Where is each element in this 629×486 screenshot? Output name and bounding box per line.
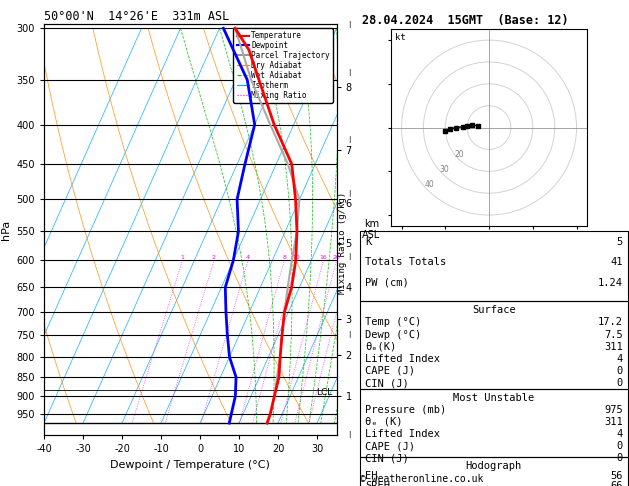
Text: 311: 311 (604, 342, 623, 352)
Text: |: | (348, 136, 350, 143)
Text: Totals Totals: Totals Totals (365, 257, 446, 267)
Text: 311: 311 (604, 417, 623, 427)
Y-axis label: km
ASL: km ASL (362, 219, 381, 241)
Text: CIN (J): CIN (J) (365, 378, 409, 388)
Text: |: | (348, 254, 350, 260)
Text: 4: 4 (616, 354, 623, 364)
Text: 0: 0 (616, 366, 623, 376)
Text: Surface: Surface (472, 305, 516, 315)
Text: 16: 16 (320, 256, 327, 260)
Text: 56: 56 (610, 471, 623, 482)
Text: |: | (348, 69, 350, 76)
Text: 20: 20 (333, 256, 340, 260)
Text: |: | (348, 432, 350, 438)
Text: CAPE (J): CAPE (J) (365, 366, 415, 376)
Text: 41: 41 (610, 257, 623, 267)
Text: 7.5: 7.5 (604, 330, 623, 340)
Text: 2: 2 (212, 256, 216, 260)
Text: 10: 10 (292, 256, 301, 260)
Text: 66: 66 (610, 481, 623, 486)
Text: 4: 4 (616, 429, 623, 439)
Text: Temp (°C): Temp (°C) (365, 317, 421, 328)
Text: 8: 8 (282, 256, 286, 260)
Text: EH: EH (365, 471, 377, 482)
Text: 40: 40 (425, 180, 435, 189)
Text: Dewp (°C): Dewp (°C) (365, 330, 421, 340)
Text: 50°00'N  14°26'E  331m ASL: 50°00'N 14°26'E 331m ASL (44, 10, 230, 23)
Text: 17.2: 17.2 (598, 317, 623, 328)
Legend: Temperature, Dewpoint, Parcel Trajectory, Dry Adiabat, Wet Adiabat, Isotherm, Mi: Temperature, Dewpoint, Parcel Trajectory… (233, 28, 333, 103)
Text: 975: 975 (604, 405, 623, 415)
Text: © weatheronline.co.uk: © weatheronline.co.uk (360, 474, 483, 484)
Text: 5: 5 (616, 237, 623, 247)
Text: CAPE (J): CAPE (J) (365, 441, 415, 451)
Text: SREH: SREH (365, 481, 390, 486)
Text: PW (cm): PW (cm) (365, 278, 409, 288)
Text: |: | (348, 21, 350, 28)
Text: 0: 0 (616, 453, 623, 464)
Text: Pressure (mb): Pressure (mb) (365, 405, 446, 415)
Text: |: | (348, 190, 350, 197)
Text: 4: 4 (246, 256, 250, 260)
Text: |: | (348, 331, 350, 338)
Text: 0: 0 (616, 441, 623, 451)
Text: 28.04.2024  15GMT  (Base: 12): 28.04.2024 15GMT (Base: 12) (362, 14, 568, 27)
Text: Hodograph: Hodograph (465, 461, 522, 471)
Text: Most Unstable: Most Unstable (453, 393, 535, 403)
Text: K: K (365, 237, 371, 247)
Text: 30: 30 (440, 165, 449, 174)
Text: kt: kt (395, 33, 406, 42)
X-axis label: Dewpoint / Temperature (°C): Dewpoint / Temperature (°C) (110, 460, 270, 469)
Text: LCL: LCL (316, 387, 332, 397)
Text: Lifted Index: Lifted Index (365, 354, 440, 364)
Y-axis label: hPa: hPa (1, 220, 11, 240)
Text: Mixing Ratio (g/kg): Mixing Ratio (g/kg) (338, 192, 347, 294)
Text: 1: 1 (181, 256, 184, 260)
Text: 0: 0 (616, 378, 623, 388)
Text: θₑ(K): θₑ(K) (365, 342, 396, 352)
Text: 20: 20 (455, 150, 464, 159)
Text: θₑ (K): θₑ (K) (365, 417, 403, 427)
Text: 1.24: 1.24 (598, 278, 623, 288)
Text: CIN (J): CIN (J) (365, 453, 409, 464)
Text: Lifted Index: Lifted Index (365, 429, 440, 439)
